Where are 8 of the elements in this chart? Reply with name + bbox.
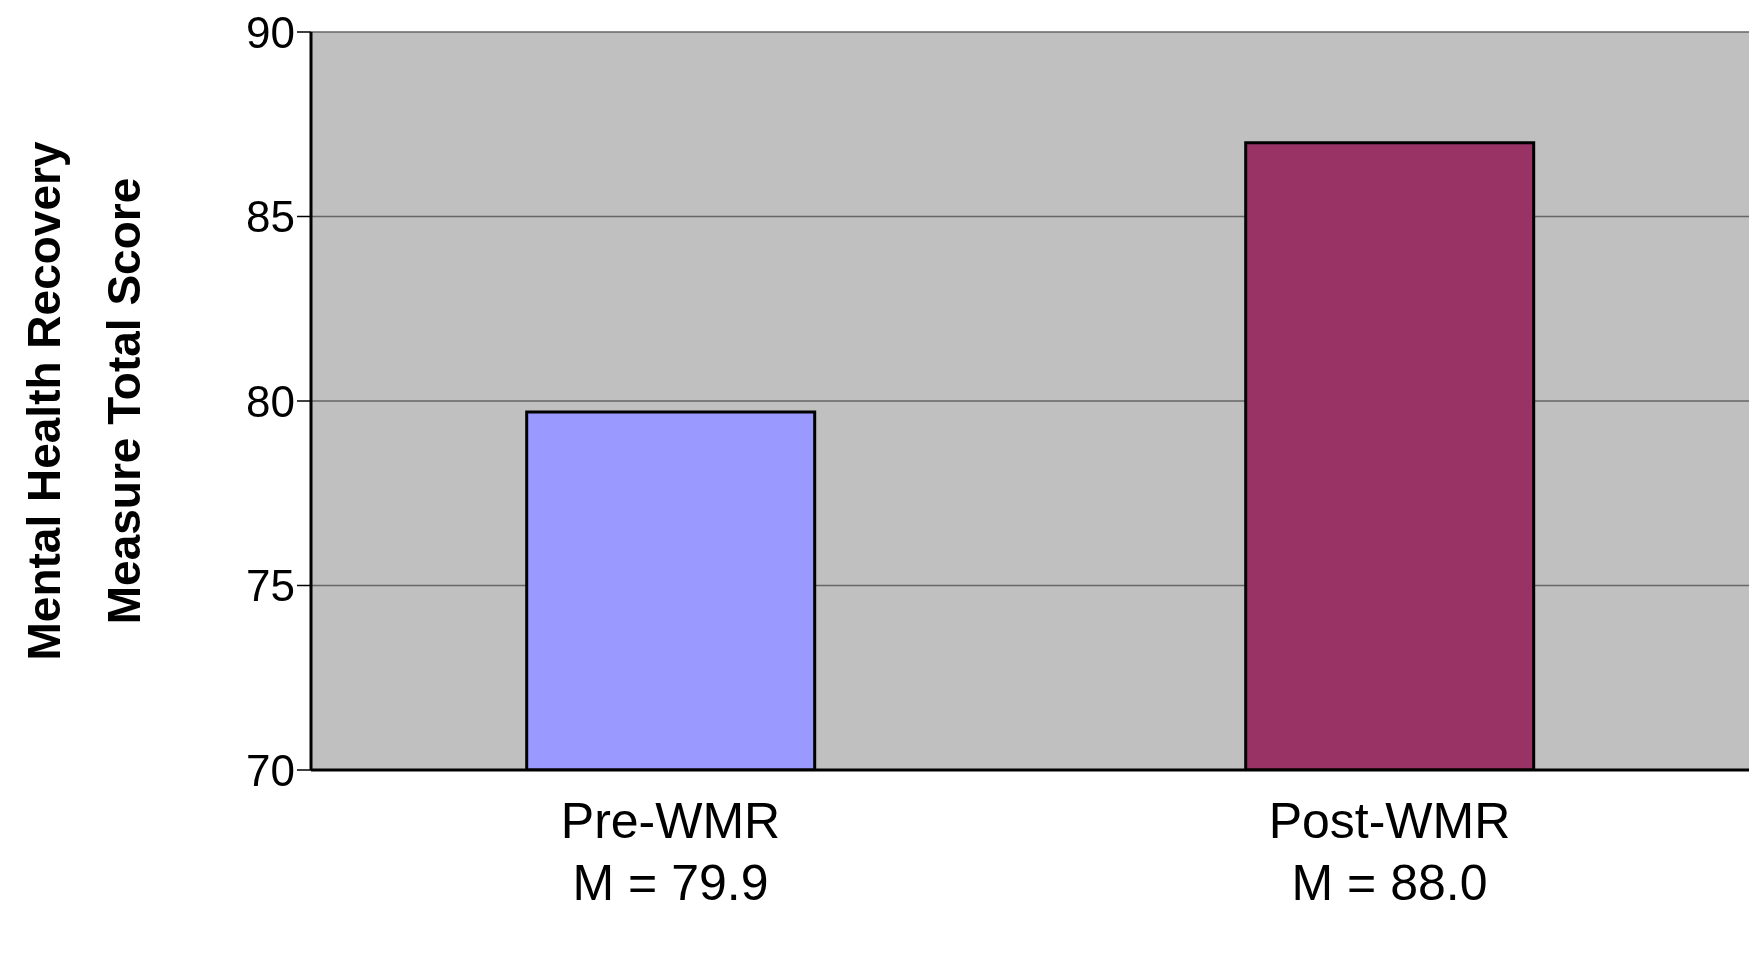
- y-tick-label: 85: [246, 192, 295, 242]
- y-tick-label: 90: [246, 7, 295, 57]
- x-tick-label: Post-WMR M = 88.0: [1268, 793, 1511, 911]
- y-tick-label: 80: [246, 376, 295, 426]
- y-axis-title: Mental Health Recovery Measure Total Score: [18, 141, 150, 661]
- x-tick-label: Pre-WMR M = 79.9: [560, 793, 781, 911]
- y-tick-label: 70: [246, 745, 295, 795]
- y-tick-label: 75: [246, 561, 295, 611]
